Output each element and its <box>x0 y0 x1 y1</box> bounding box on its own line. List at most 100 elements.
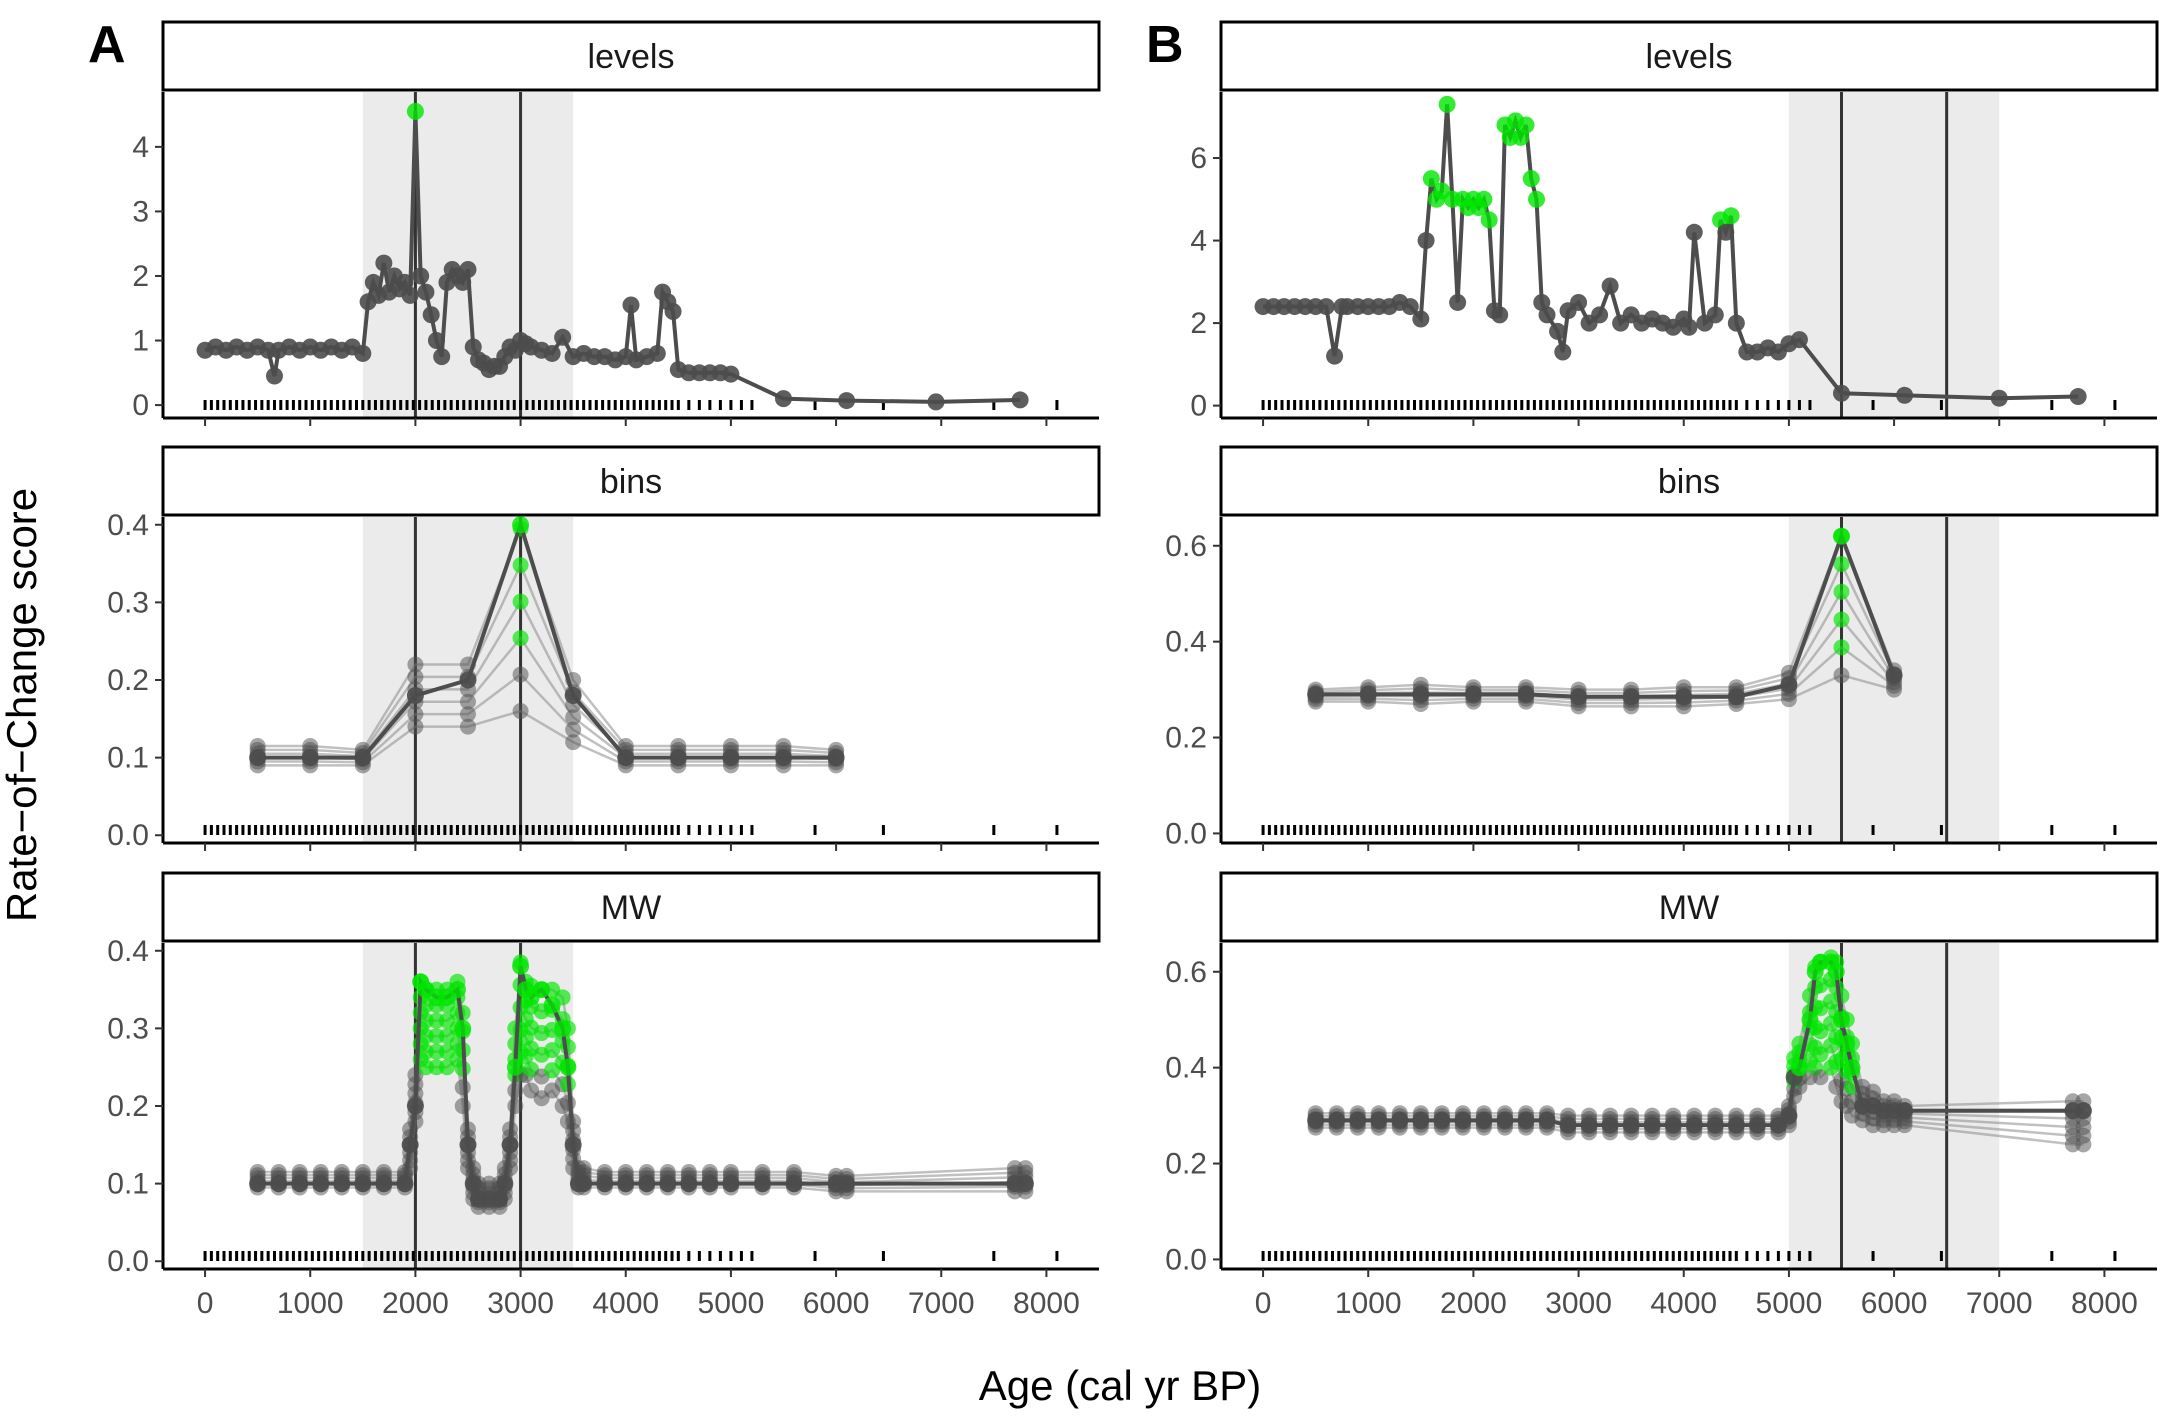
data-point <box>249 749 267 767</box>
data-point <box>575 1175 593 1193</box>
data-point <box>1538 306 1556 324</box>
peak-point <box>1827 963 1845 981</box>
data-point <box>407 656 424 673</box>
peak-point <box>1833 611 1850 628</box>
data-point <box>1812 1069 1829 1086</box>
data-point <box>270 1175 288 1193</box>
data-point <box>617 1163 634 1180</box>
data-point <box>333 1175 351 1193</box>
replicate-line <box>257 709 837 767</box>
facet-label: bins <box>1658 463 1720 501</box>
facet-strip <box>161 871 1101 943</box>
data-point <box>270 1163 287 1180</box>
data-point <box>543 344 561 362</box>
peak-point <box>1422 170 1440 188</box>
data-point <box>375 1163 392 1180</box>
x-tick-label: 1000 <box>1335 1287 1402 1320</box>
y-tick-label: 0.2 <box>107 664 149 697</box>
peak-point <box>1517 116 1535 134</box>
data-point <box>1491 306 1509 324</box>
data-point <box>785 1175 803 1193</box>
data-point <box>722 1175 740 1193</box>
data-point <box>291 1175 309 1193</box>
data-point <box>575 1160 592 1177</box>
data-point <box>1016 1175 1034 1193</box>
y-tick-label: 0.3 <box>107 1012 149 1045</box>
data-point <box>1580 1116 1598 1134</box>
data-point <box>1865 1083 1882 1100</box>
peak-point <box>1838 1035 1856 1053</box>
x-tick-label: 0 <box>197 1287 214 1320</box>
data-point <box>559 1094 576 1111</box>
data-point <box>1401 298 1419 316</box>
y-tick-label: 0.4 <box>107 509 149 542</box>
y-tick-label: 0.1 <box>107 1168 149 1201</box>
peak-point <box>1833 639 1850 656</box>
data-point <box>596 1175 614 1193</box>
data-point <box>638 1163 655 1180</box>
data-point <box>1538 1111 1556 1129</box>
data-point <box>454 273 472 291</box>
data-point <box>1790 331 1808 349</box>
data-point <box>680 1163 697 1180</box>
data-point <box>1475 1111 1493 1129</box>
data-point <box>664 302 682 320</box>
data-point <box>1326 347 1344 365</box>
data-point <box>701 1175 719 1193</box>
data-point <box>464 338 482 356</box>
data-point <box>249 1163 266 1180</box>
data-point <box>1727 1116 1745 1134</box>
peak-point <box>1480 211 1498 229</box>
data-point <box>1307 1111 1325 1129</box>
y-tick-label: 0.2 <box>107 1090 149 1123</box>
peak-point <box>533 981 551 999</box>
data-point <box>1349 1111 1367 1129</box>
peak-point <box>1722 207 1740 225</box>
data-point <box>407 668 424 685</box>
data-point <box>1317 298 1335 316</box>
facet-bins: bins 0.0 0.2 0.4 0.6 <box>1165 445 2159 851</box>
peak-point <box>506 1058 524 1076</box>
data-point <box>1570 688 1588 706</box>
data-point <box>1454 1111 1472 1129</box>
data-point <box>786 1163 803 1180</box>
replicate-line <box>257 562 837 755</box>
peak-point <box>1843 1059 1861 1077</box>
data-point <box>722 737 739 754</box>
data-point <box>1601 1116 1619 1134</box>
data-point <box>1727 688 1745 706</box>
data-point <box>927 393 945 411</box>
data-point <box>459 671 477 689</box>
data-point <box>2069 388 2087 406</box>
median-line <box>1315 530 1896 699</box>
facet-bins: bins 0.0 0.1 0.2 0.3 0.4 <box>107 445 1101 852</box>
data-point <box>1601 277 1619 295</box>
data-point <box>669 749 687 767</box>
peak-point <box>1438 95 1456 113</box>
x-tick-label: 8000 <box>1013 1287 1080 1320</box>
data-point <box>464 1175 482 1193</box>
data-point <box>1359 685 1377 703</box>
data-point <box>1011 391 1029 409</box>
data-point <box>1412 685 1430 703</box>
peak-point <box>559 1058 577 1076</box>
replicate-line <box>1315 673 1895 708</box>
data-point <box>827 749 845 767</box>
x-tick-label: 3000 <box>487 1287 554 1320</box>
data-point <box>596 1163 613 1180</box>
data-point <box>617 749 635 767</box>
facet-strip <box>1219 871 2159 943</box>
data-point <box>1549 322 1567 340</box>
data-point <box>301 749 319 767</box>
y-tick-label: 1 <box>132 325 149 358</box>
data-point <box>617 1175 635 1193</box>
data-point <box>354 749 372 767</box>
x-tick-label: 2000 <box>1440 1287 1507 1320</box>
data-point <box>249 1175 267 1193</box>
data-point <box>659 1175 677 1193</box>
data-point <box>459 706 476 723</box>
peak-point <box>1833 555 1850 572</box>
data-point <box>412 267 430 285</box>
